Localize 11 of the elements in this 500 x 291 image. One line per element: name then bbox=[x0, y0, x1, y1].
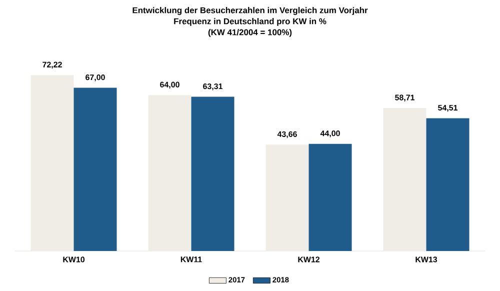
chart-title: Entwicklung der Besucherzahlen im Vergleich zum Vorjahr bbox=[132, 7, 368, 15]
bar bbox=[191, 96, 234, 251]
bar bbox=[426, 118, 470, 251]
bar bbox=[148, 95, 192, 251]
bar bbox=[383, 108, 426, 251]
bar bbox=[74, 88, 117, 251]
text: (KW 41/2004 = 100%) bbox=[208, 29, 292, 37]
bar bbox=[308, 144, 352, 251]
bar bbox=[30, 75, 74, 251]
chart-subtitle: Frequenz in Deutschland pro KW in % bbox=[174, 18, 326, 26]
bar bbox=[266, 144, 309, 251]
